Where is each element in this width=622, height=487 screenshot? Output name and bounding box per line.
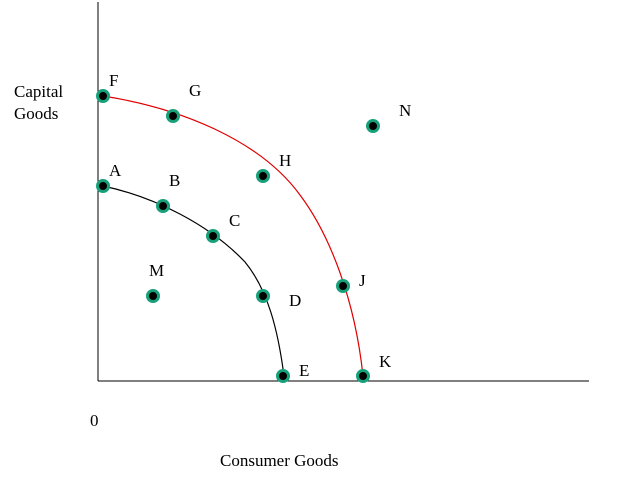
point-n-label: N — [399, 101, 411, 120]
point-a-label: A — [109, 161, 122, 180]
point-m-marker — [146, 289, 160, 303]
point-e-label: E — [299, 361, 309, 380]
inner-ppf-curve — [102, 185, 285, 377]
point-k-marker — [356, 369, 370, 383]
point-d-marker — [256, 289, 270, 303]
point-k-label: K — [379, 352, 392, 371]
point-e-marker — [276, 369, 290, 383]
point-c-label: C — [229, 211, 240, 230]
point-f-marker — [96, 89, 110, 103]
x-axis-label: Consumer Goods — [220, 451, 339, 470]
y-axis-label-line2: Goods — [14, 104, 58, 123]
point-m-label: M — [149, 261, 164, 280]
y-axis-label-line1: Capital — [14, 82, 63, 101]
point-d-label: D — [289, 291, 301, 310]
point-f-label: F — [109, 71, 118, 90]
point-b-marker — [156, 199, 170, 213]
outer-ppf-curve — [102, 95, 364, 377]
point-a-marker — [96, 179, 110, 193]
point-j-marker — [336, 279, 350, 293]
point-g-label: G — [189, 81, 201, 100]
point-c-marker — [206, 229, 220, 243]
points-layer: F G H J K A B C D E M N — [96, 71, 411, 383]
point-g-marker — [166, 109, 180, 123]
point-b-label: B — [169, 171, 180, 190]
point-n-marker — [366, 119, 380, 133]
origin-label: 0 — [90, 411, 99, 430]
point-h-marker — [256, 169, 270, 183]
point-j-label: J — [359, 271, 366, 290]
point-h-label: H — [279, 151, 291, 170]
